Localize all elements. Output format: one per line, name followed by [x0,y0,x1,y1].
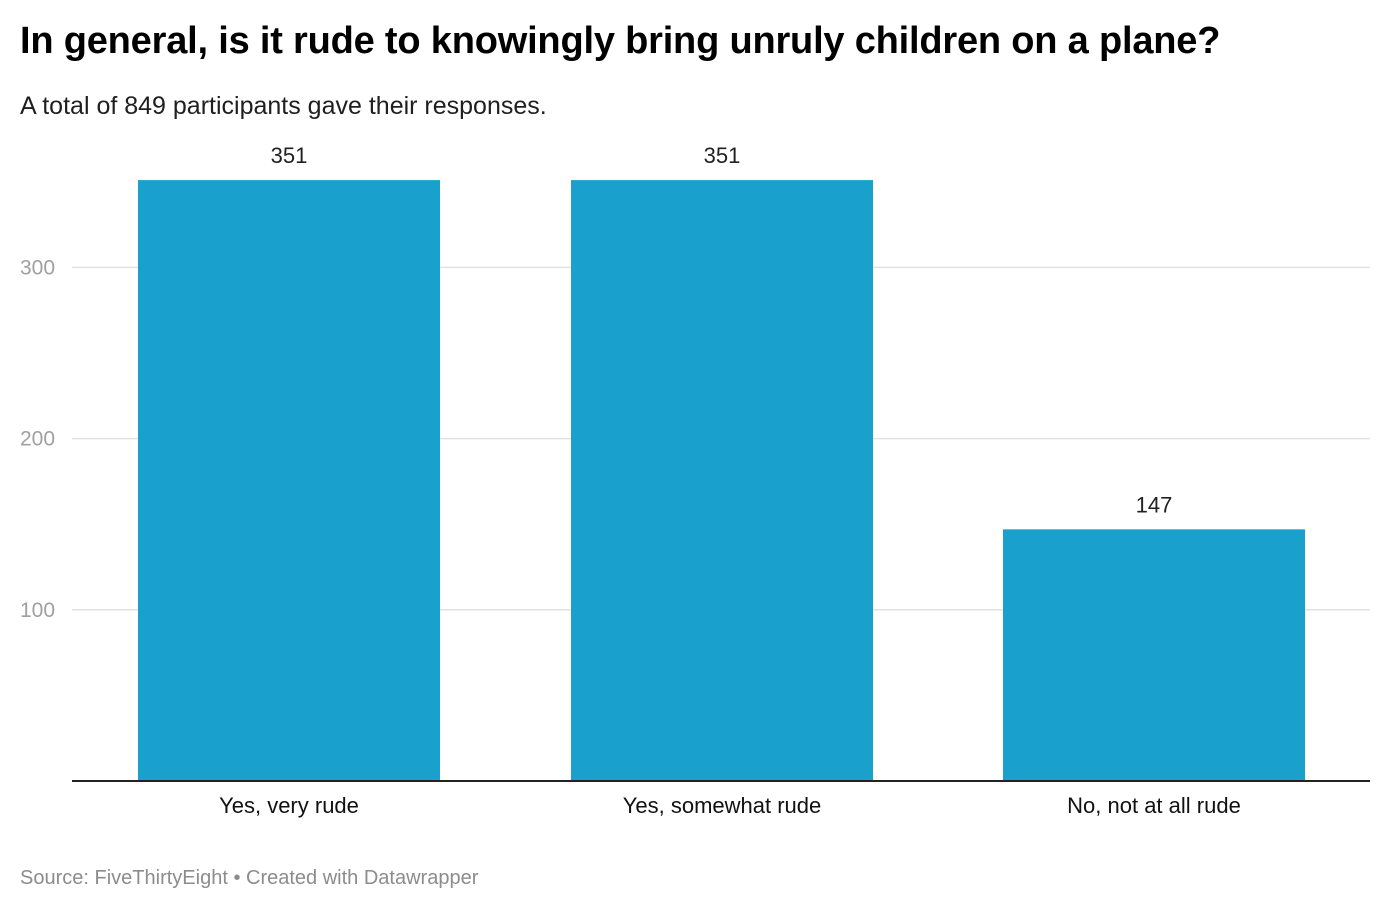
bar-1 [138,180,440,781]
bar-value-label: 351 [271,143,308,168]
bar-2 [571,180,873,781]
bar-value-label: 147 [1136,492,1173,517]
bars [138,180,1305,781]
y-tick-label: 100 [20,599,55,622]
source-label: Source: [20,867,89,889]
source-link[interactable]: FiveThirtyEight [94,867,228,889]
chart-title: In general, is it rude to knowingly brin… [20,20,1221,62]
category-label: Yes, somewhat rude [623,793,822,818]
y-axis-ticks: 100 200 300 [20,256,55,621]
chart-subtitle: A total of 849 participants gave their r… [20,92,547,120]
y-tick-label: 300 [20,256,55,279]
category-label: No, not at all rude [1067,793,1241,818]
credit-link[interactable]: Created with Datawrapper [246,867,479,889]
bar-3 [1003,529,1305,781]
footer-separator: • [233,867,241,889]
bar-value-label: 351 [704,143,741,168]
y-tick-label: 200 [20,428,55,451]
chart-footer: Source: FiveThirtyEight • Created with D… [20,867,478,890]
value-labels: 351 351 147 [271,143,1173,517]
category-labels: Yes, very rude Yes, somewhat rude No, not … [219,793,1241,818]
category-label: Yes, very rude [219,793,359,818]
